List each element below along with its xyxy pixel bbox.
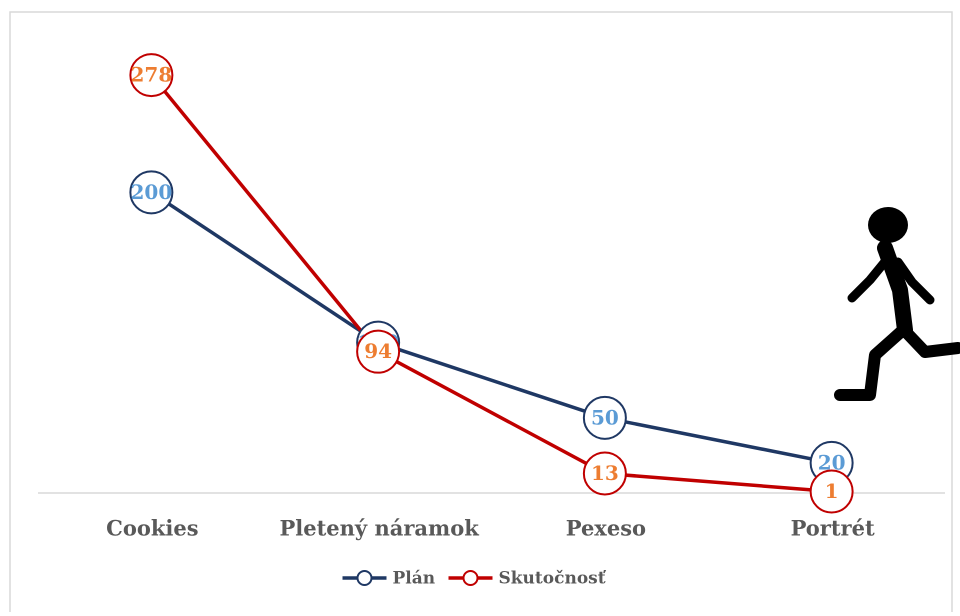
data-point bbox=[129, 170, 174, 215]
data-label: 94 bbox=[364, 339, 392, 363]
data-point bbox=[582, 395, 627, 440]
data-label: 278 bbox=[131, 63, 173, 87]
series-line bbox=[150, 190, 832, 465]
data-point bbox=[582, 451, 627, 496]
x-tick-label: Pexeso bbox=[566, 516, 646, 541]
data-label: 50 bbox=[591, 405, 619, 429]
runner-figure bbox=[834, 207, 960, 401]
legend-marker bbox=[462, 570, 479, 586]
x-tick-label: Pletený náramok bbox=[279, 516, 479, 541]
data-label: 200 bbox=[131, 180, 173, 204]
x-tick-label: Cookies bbox=[106, 516, 198, 541]
chart-frame bbox=[9, 11, 953, 616]
data-point bbox=[356, 329, 401, 374]
data-label: 13 bbox=[591, 461, 619, 485]
data-point bbox=[129, 53, 174, 98]
legend-marker bbox=[356, 570, 373, 586]
data-point bbox=[809, 469, 854, 514]
legend: Plán Skutočnosť bbox=[342, 569, 607, 589]
legend-label: Plán bbox=[393, 569, 436, 589]
legend-label: Skutočnosť bbox=[499, 569, 607, 589]
data-label: 1 bbox=[825, 479, 839, 503]
series-line bbox=[150, 73, 832, 494]
x-tick-label: Portrét bbox=[791, 516, 875, 541]
